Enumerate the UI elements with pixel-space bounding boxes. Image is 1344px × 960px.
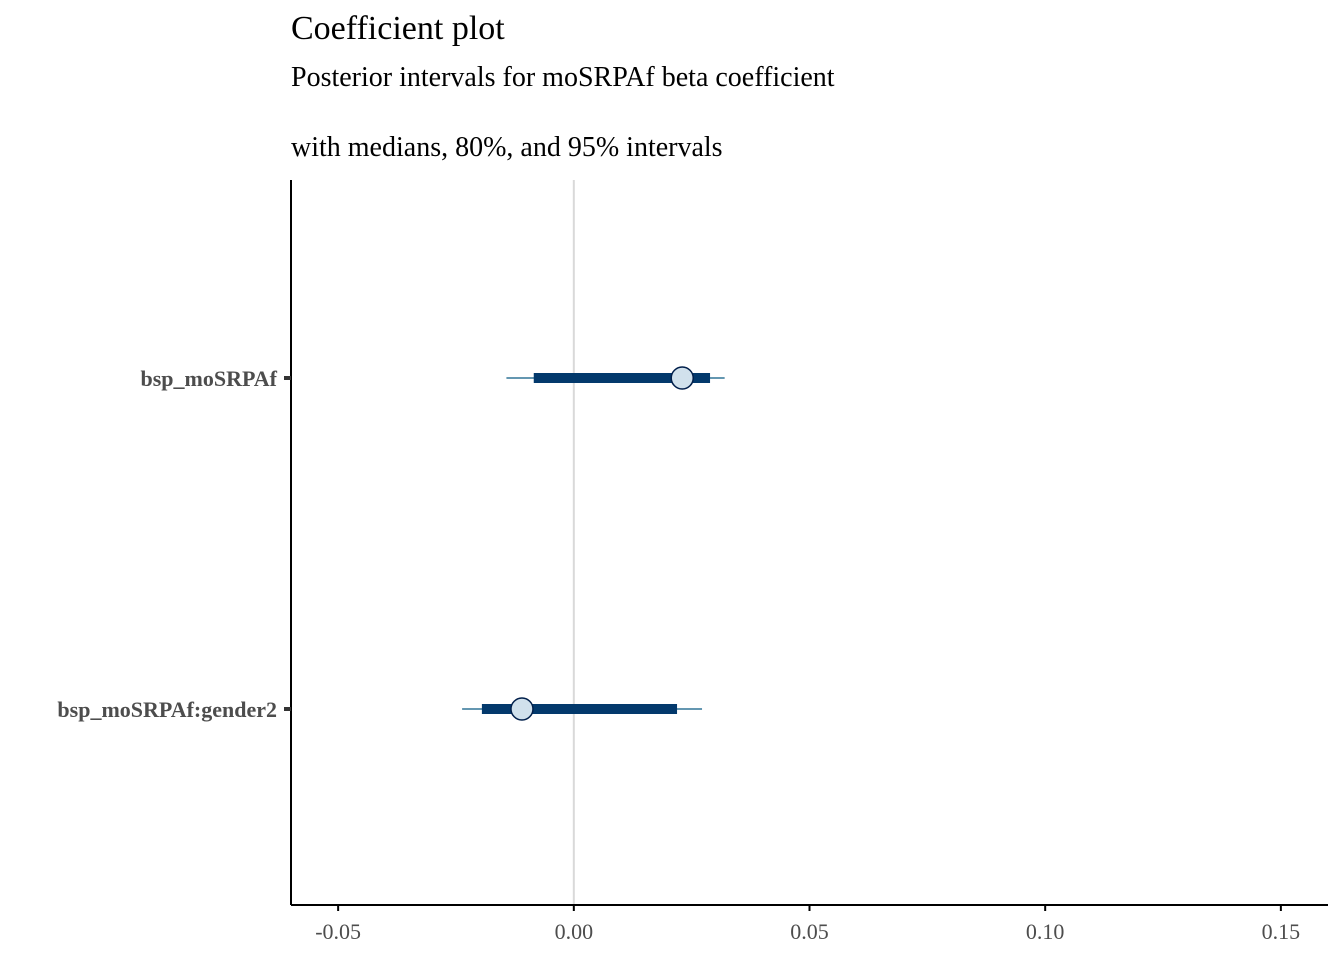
x-tick-label: 0.15 — [1262, 919, 1301, 944]
median-point — [670, 366, 694, 390]
x-tick-label: 0.10 — [1026, 919, 1065, 944]
chart-subtitle-2: with medians, 80%, and 95% intervals — [291, 132, 723, 163]
x-tick-label: 0.00 — [555, 919, 594, 944]
y-category-label: bsp_moSRPAf:gender2 — [57, 697, 277, 722]
median-point — [510, 697, 534, 721]
x-tick-label: 0.05 — [790, 919, 829, 944]
x-tick-label: -0.05 — [315, 919, 361, 944]
y-category-label: bsp_moSRPAf — [140, 366, 277, 391]
chart-subtitle: Posterior intervals for moSRPAf beta coe… — [291, 62, 835, 93]
chart-title: Coefficient plot — [291, 10, 505, 47]
